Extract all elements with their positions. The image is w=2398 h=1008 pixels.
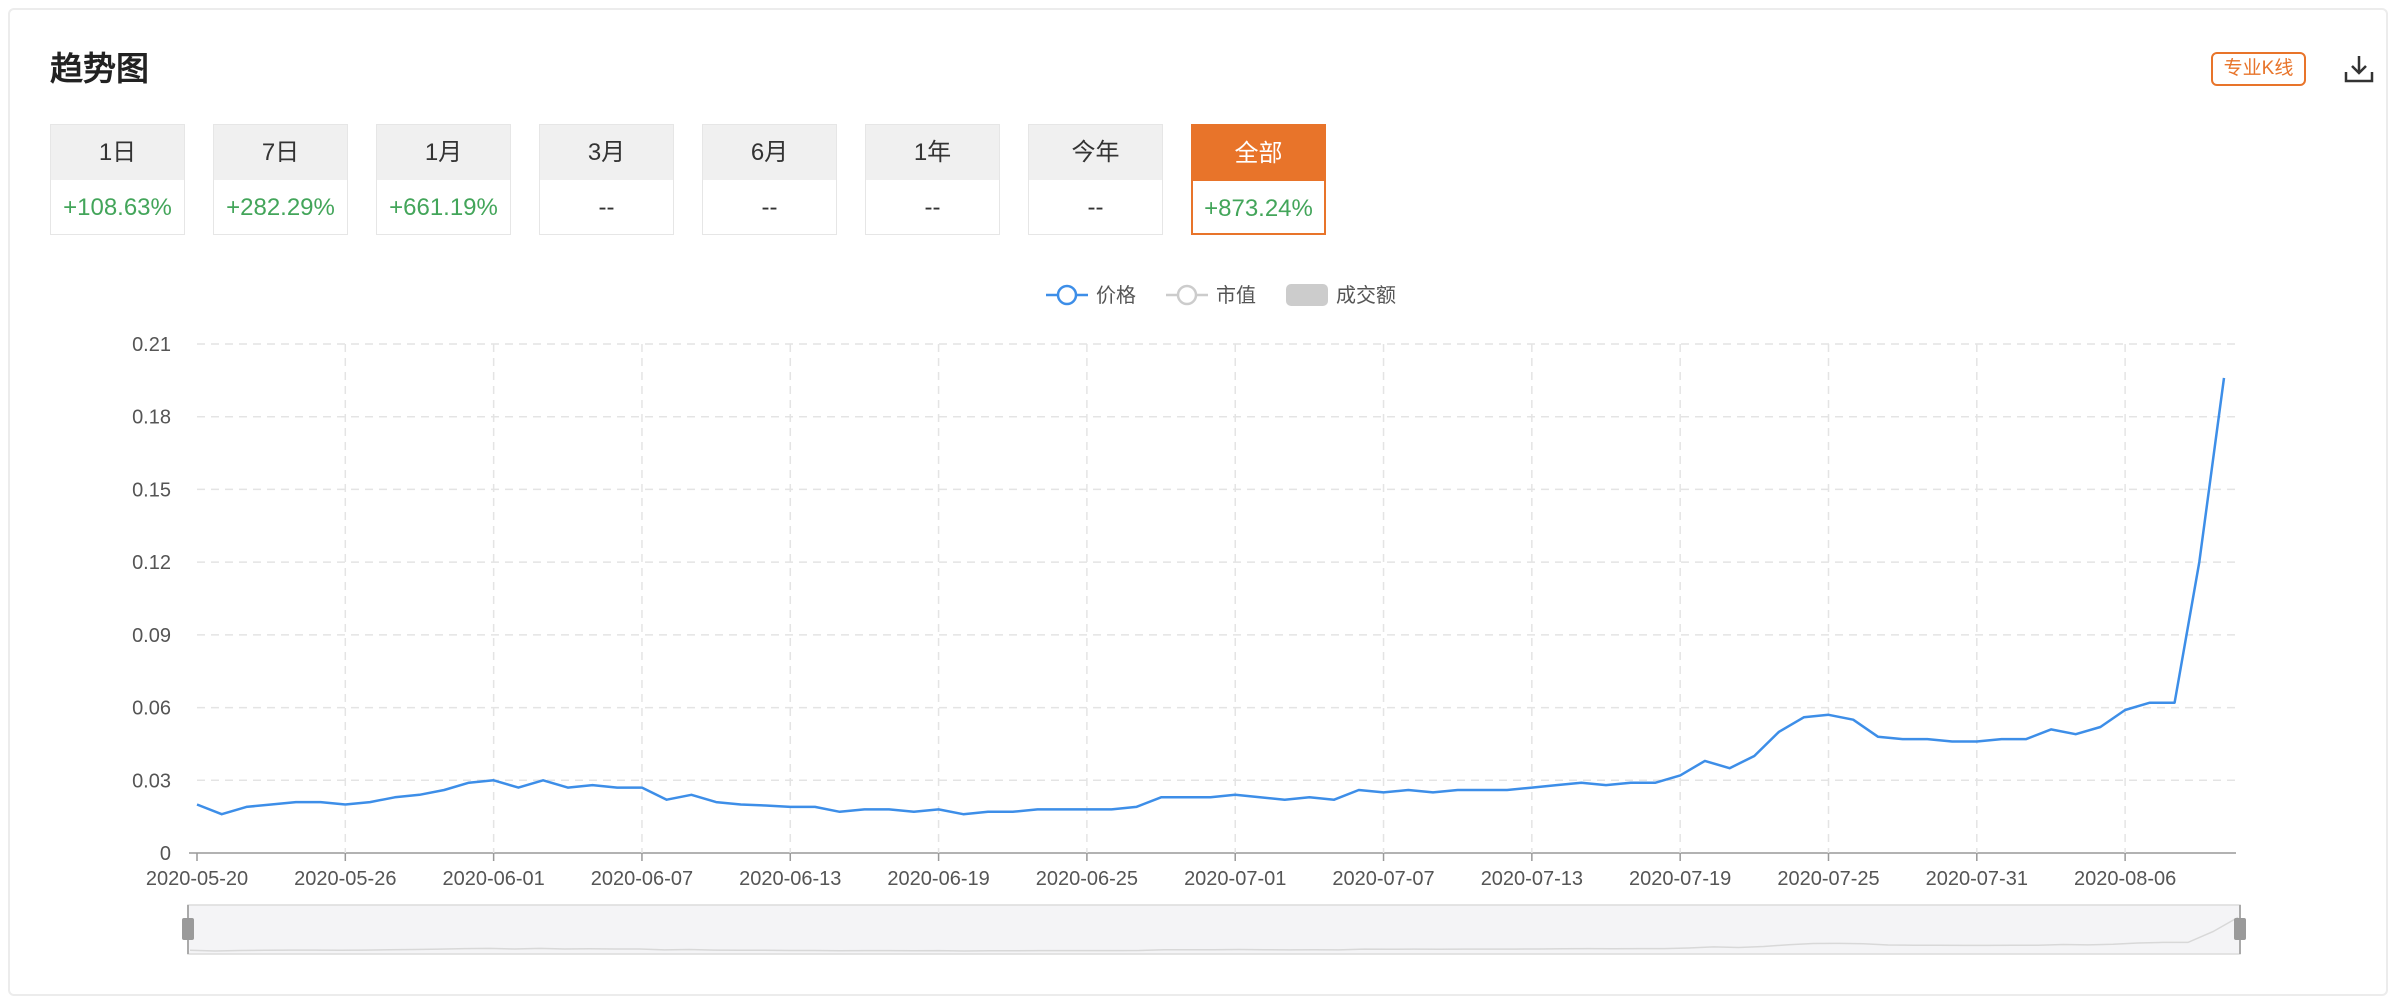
tab-label: 6月 [703,125,836,180]
tab-label: 3月 [540,125,673,180]
range-tab[interactable]: 1月 +661.19% [376,124,511,235]
kline-button[interactable]: 专业K线 [2211,52,2306,86]
tab-change: -- [761,194,778,221]
tab-change: -- [924,194,941,221]
tab-label: 1年 [866,125,999,180]
tab-label: 今年 [1029,125,1162,180]
range-tab[interactable]: 6月 -- [702,124,837,235]
tab-label: 1日 [51,125,184,180]
tab-label: 1月 [377,125,510,180]
tab-change: -- [598,194,615,221]
tab-change: -- [1087,194,1104,221]
range-tab[interactable]: 今年 -- [1028,124,1163,235]
range-tab[interactable]: 3月 -- [539,124,674,235]
range-tab[interactable]: 全部 +873.24% [1191,124,1326,235]
title: 趋势图 [50,50,149,87]
tab-change: +108.63% [63,194,172,221]
range-tab[interactable]: 1年 -- [865,124,1000,235]
tab-change: +873.24% [1204,195,1313,222]
range-tab[interactable]: 7日 +282.29% [213,124,348,235]
tab-label: 全部 [1193,126,1324,181]
download-icon[interactable] [2342,52,2376,86]
card [8,8,2388,996]
tab-change: +661.19% [389,194,498,221]
tab-label: 7日 [214,125,347,180]
tab-change: +282.29% [226,194,335,221]
range-tab[interactable]: 1日 +108.63% [50,124,185,235]
